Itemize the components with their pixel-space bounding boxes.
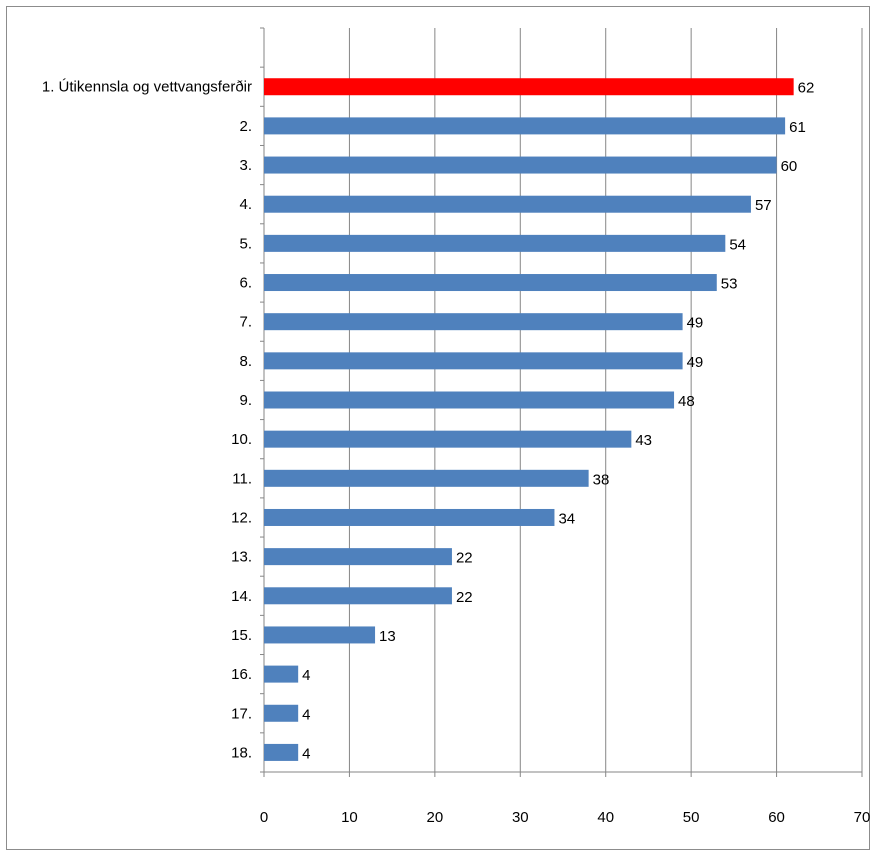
data-label: 4 <box>302 667 310 684</box>
bar <box>264 196 751 213</box>
bar <box>264 548 452 565</box>
category-label: 8. <box>239 353 252 370</box>
category-label: 5. <box>239 235 252 252</box>
data-label: 22 <box>456 550 473 567</box>
bar <box>264 744 298 761</box>
category-label: 1. Útikennsla og vettvangsferðir <box>42 79 252 96</box>
data-label: 38 <box>593 471 610 488</box>
data-label: 22 <box>456 589 473 606</box>
data-label: 57 <box>755 197 772 214</box>
bar <box>264 117 785 134</box>
category-label: 17. <box>231 705 252 722</box>
x-tick-label: 40 <box>597 809 614 826</box>
bar <box>264 235 725 252</box>
category-label: 2. <box>239 118 252 135</box>
data-label: 49 <box>687 354 704 371</box>
x-tick-label: 20 <box>427 809 444 826</box>
category-label: 16. <box>231 666 252 683</box>
bar <box>264 157 777 174</box>
category-label: 6. <box>239 275 252 292</box>
category-label: 11. <box>232 470 252 487</box>
category-label: 10. <box>231 431 252 448</box>
data-label: 34 <box>558 510 575 527</box>
bar <box>264 431 631 448</box>
data-label: 48 <box>678 393 695 410</box>
x-tick-label: 50 <box>683 809 700 826</box>
category-label: 4. <box>239 196 252 213</box>
category-label: 18. <box>231 744 252 761</box>
bar <box>264 666 298 683</box>
bar <box>264 392 674 409</box>
data-label: 43 <box>635 432 652 449</box>
x-tick-label: 70 <box>854 809 871 826</box>
bar <box>264 626 375 643</box>
category-label: 3. <box>239 157 252 174</box>
bar <box>264 352 683 369</box>
category-label: 9. <box>239 392 252 409</box>
data-label: 49 <box>687 315 704 332</box>
data-label: 4 <box>302 745 310 762</box>
bar <box>264 470 589 487</box>
data-label: 62 <box>798 80 815 97</box>
data-label: 13 <box>379 628 396 645</box>
data-label: 60 <box>781 158 798 175</box>
bar <box>264 313 683 330</box>
bar <box>264 509 554 526</box>
x-tick-label: 60 <box>768 809 785 826</box>
data-label: 54 <box>729 236 746 253</box>
category-label: 7. <box>239 314 252 331</box>
data-label: 53 <box>721 276 738 293</box>
category-label: 13. <box>231 549 252 566</box>
data-label: 4 <box>302 706 310 723</box>
bar <box>264 78 794 95</box>
category-label: 12. <box>231 509 252 526</box>
data-label: 61 <box>789 119 806 136</box>
x-tick-label: 30 <box>512 809 529 826</box>
x-tick-label: 10 <box>341 809 358 826</box>
x-tick-label: 0 <box>260 809 268 826</box>
bar <box>264 587 452 604</box>
bar <box>264 705 298 722</box>
category-label: 15. <box>231 627 252 644</box>
category-label: 14. <box>231 588 252 605</box>
bar <box>264 274 717 291</box>
